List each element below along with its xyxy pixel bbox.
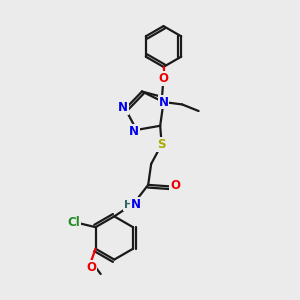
- Text: O: O: [86, 261, 96, 274]
- Text: S: S: [158, 138, 166, 151]
- Text: H: H: [124, 200, 133, 210]
- Text: O: O: [170, 179, 180, 192]
- Text: N: N: [129, 125, 139, 138]
- Text: N: N: [158, 95, 169, 109]
- Text: Cl: Cl: [68, 216, 80, 229]
- Text: N: N: [118, 101, 128, 114]
- Text: N: N: [130, 198, 141, 211]
- Text: O: O: [158, 72, 169, 85]
